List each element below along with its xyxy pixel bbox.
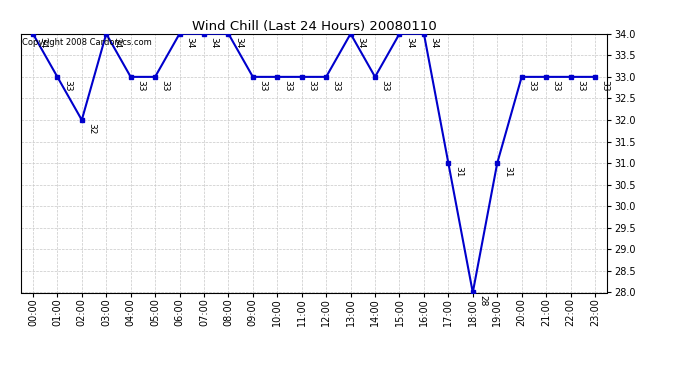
Text: 33: 33 bbox=[63, 80, 72, 91]
Text: 33: 33 bbox=[259, 80, 268, 91]
Text: 32: 32 bbox=[88, 123, 97, 134]
Text: 34: 34 bbox=[185, 36, 194, 48]
Text: 33: 33 bbox=[332, 80, 341, 91]
Text: 34: 34 bbox=[405, 36, 414, 48]
Text: Copyright 2008 Cardonics.com: Copyright 2008 Cardonics.com bbox=[22, 38, 152, 46]
Text: 34: 34 bbox=[356, 36, 365, 48]
Text: 33: 33 bbox=[161, 80, 170, 91]
Text: 34: 34 bbox=[429, 36, 438, 48]
Text: 33: 33 bbox=[381, 80, 390, 91]
Text: 33: 33 bbox=[552, 80, 561, 91]
Text: 33: 33 bbox=[576, 80, 585, 91]
Text: 31: 31 bbox=[503, 166, 512, 177]
Title: Wind Chill (Last 24 Hours) 20080110: Wind Chill (Last 24 Hours) 20080110 bbox=[192, 20, 436, 33]
Text: 33: 33 bbox=[307, 80, 316, 91]
Text: 34: 34 bbox=[39, 36, 48, 48]
Text: 33: 33 bbox=[136, 80, 145, 91]
Text: 34: 34 bbox=[210, 36, 219, 48]
Text: 33: 33 bbox=[527, 80, 536, 91]
Text: 34: 34 bbox=[234, 36, 243, 48]
Text: 28: 28 bbox=[478, 295, 487, 307]
Text: 31: 31 bbox=[454, 166, 463, 177]
Text: 33: 33 bbox=[600, 80, 609, 91]
Text: 33: 33 bbox=[283, 80, 292, 91]
Text: 34: 34 bbox=[112, 36, 121, 48]
